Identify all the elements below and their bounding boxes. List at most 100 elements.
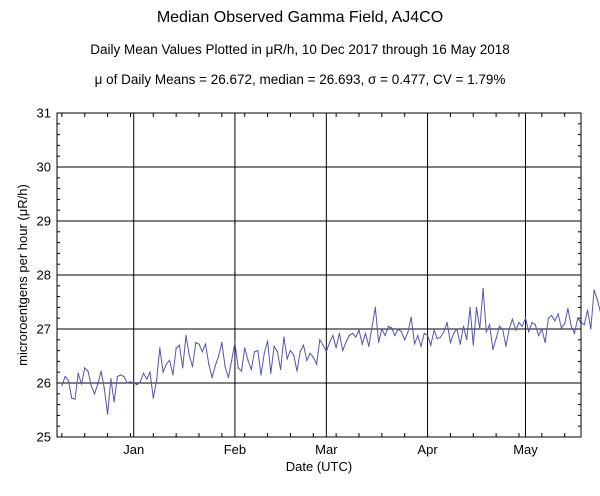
- data-point: [227, 377, 229, 379]
- data-point: [188, 354, 190, 356]
- y-tick-label: 25: [37, 430, 51, 445]
- data-point: [93, 393, 96, 395]
- series-line: [61, 288, 600, 415]
- data-point: [577, 317, 579, 319]
- data-point: [312, 356, 314, 358]
- data-point: [394, 334, 396, 337]
- x-tick-label: May: [513, 442, 538, 457]
- data-point: [374, 306, 376, 308]
- data-point: [159, 347, 161, 349]
- data-point: [286, 358, 288, 360]
- data-point: [306, 359, 308, 361]
- data-point: [413, 343, 416, 345]
- data-point: [309, 352, 311, 354]
- y-tick-label: 29: [37, 214, 51, 229]
- data-point: [564, 323, 566, 325]
- data-point: [443, 331, 445, 333]
- data-point: [185, 334, 187, 337]
- y-tick-label: 30: [37, 160, 51, 175]
- data-point: [400, 331, 402, 333]
- data-point: [156, 379, 158, 381]
- data-point: [267, 340, 269, 342]
- data-point: [234, 341, 236, 344]
- data-point: [518, 321, 520, 324]
- data-point: [198, 343, 200, 345]
- x-tick-labels: Jan Feb Mar Apr May: [123, 442, 538, 457]
- data-point: [495, 338, 497, 340]
- data-point: [231, 359, 233, 361]
- y-tick-labels: 25 26 27 28 29 30 31: [37, 106, 51, 445]
- data-point: [570, 325, 572, 327]
- data-point: [149, 371, 151, 373]
- data-point: [456, 328, 458, 330]
- data-point: [404, 339, 406, 341]
- data-point: [87, 370, 89, 372]
- data-point: [469, 306, 471, 308]
- data-point: [224, 366, 226, 368]
- data-point: [84, 367, 86, 369]
- data-point: [573, 332, 576, 334]
- data-point: [208, 363, 210, 365]
- data-point: [479, 328, 481, 330]
- data-point: [126, 382, 128, 384]
- data-point: [515, 329, 517, 331]
- chart-subtitle: Daily Mean Values Plotted in μR/h, 10 De…: [90, 42, 510, 57]
- data-point: [505, 345, 507, 347]
- data-point: [531, 321, 533, 324]
- data-point: [547, 317, 550, 319]
- data-point: [263, 352, 265, 354]
- data-point: [521, 325, 523, 327]
- data-point: [289, 350, 291, 352]
- data-point: [253, 351, 256, 353]
- data-point: [449, 341, 451, 344]
- x-tick-label: Mar: [315, 442, 338, 457]
- data-point: [74, 398, 76, 400]
- data-point: [417, 334, 419, 337]
- data-point: [446, 321, 448, 324]
- data-point: [247, 359, 249, 361]
- data-point: [475, 306, 478, 308]
- data-point: [322, 344, 324, 346]
- data-point: [567, 307, 569, 310]
- data-point: [511, 318, 513, 320]
- data-point: [240, 370, 243, 372]
- data-point: [162, 371, 164, 373]
- data-point: [368, 345, 370, 347]
- data-point: [211, 377, 213, 379]
- data-point: [175, 347, 177, 349]
- data-point: [560, 327, 563, 329]
- data-point: [221, 341, 223, 344]
- data-point: [335, 347, 337, 349]
- data-point: [462, 325, 465, 327]
- data-point: [182, 367, 184, 369]
- data-points: [61, 287, 598, 415]
- data-point: [427, 334, 429, 337]
- data-point: [191, 366, 194, 368]
- x-axis-title: Date (UTC): [286, 459, 352, 474]
- data-point: [351, 332, 354, 334]
- data-point: [214, 365, 216, 367]
- data-point: [250, 368, 252, 371]
- data-point: [381, 328, 383, 330]
- data-point: [237, 367, 239, 369]
- y-axis-title: microroentgens per hour (μR/h): [15, 184, 30, 366]
- data-point: [433, 329, 435, 331]
- y-tick-label: 31: [37, 106, 51, 121]
- data-point: [528, 331, 530, 333]
- data-point: [459, 343, 461, 345]
- data-point: [466, 339, 468, 341]
- data-point: [319, 339, 321, 341]
- data-point: [524, 317, 527, 319]
- data-point: [276, 351, 278, 353]
- data-point: [485, 331, 487, 333]
- y-tick-label: 28: [37, 268, 51, 283]
- data-point: [100, 370, 102, 372]
- grid-lines: [57, 113, 581, 437]
- data-point: [201, 351, 203, 353]
- data-point: [387, 325, 389, 327]
- data-point: [541, 328, 543, 330]
- data-point: [489, 324, 491, 326]
- x-tick-label: Apr: [417, 442, 438, 457]
- data-point: [113, 401, 115, 403]
- data-point: [283, 336, 285, 338]
